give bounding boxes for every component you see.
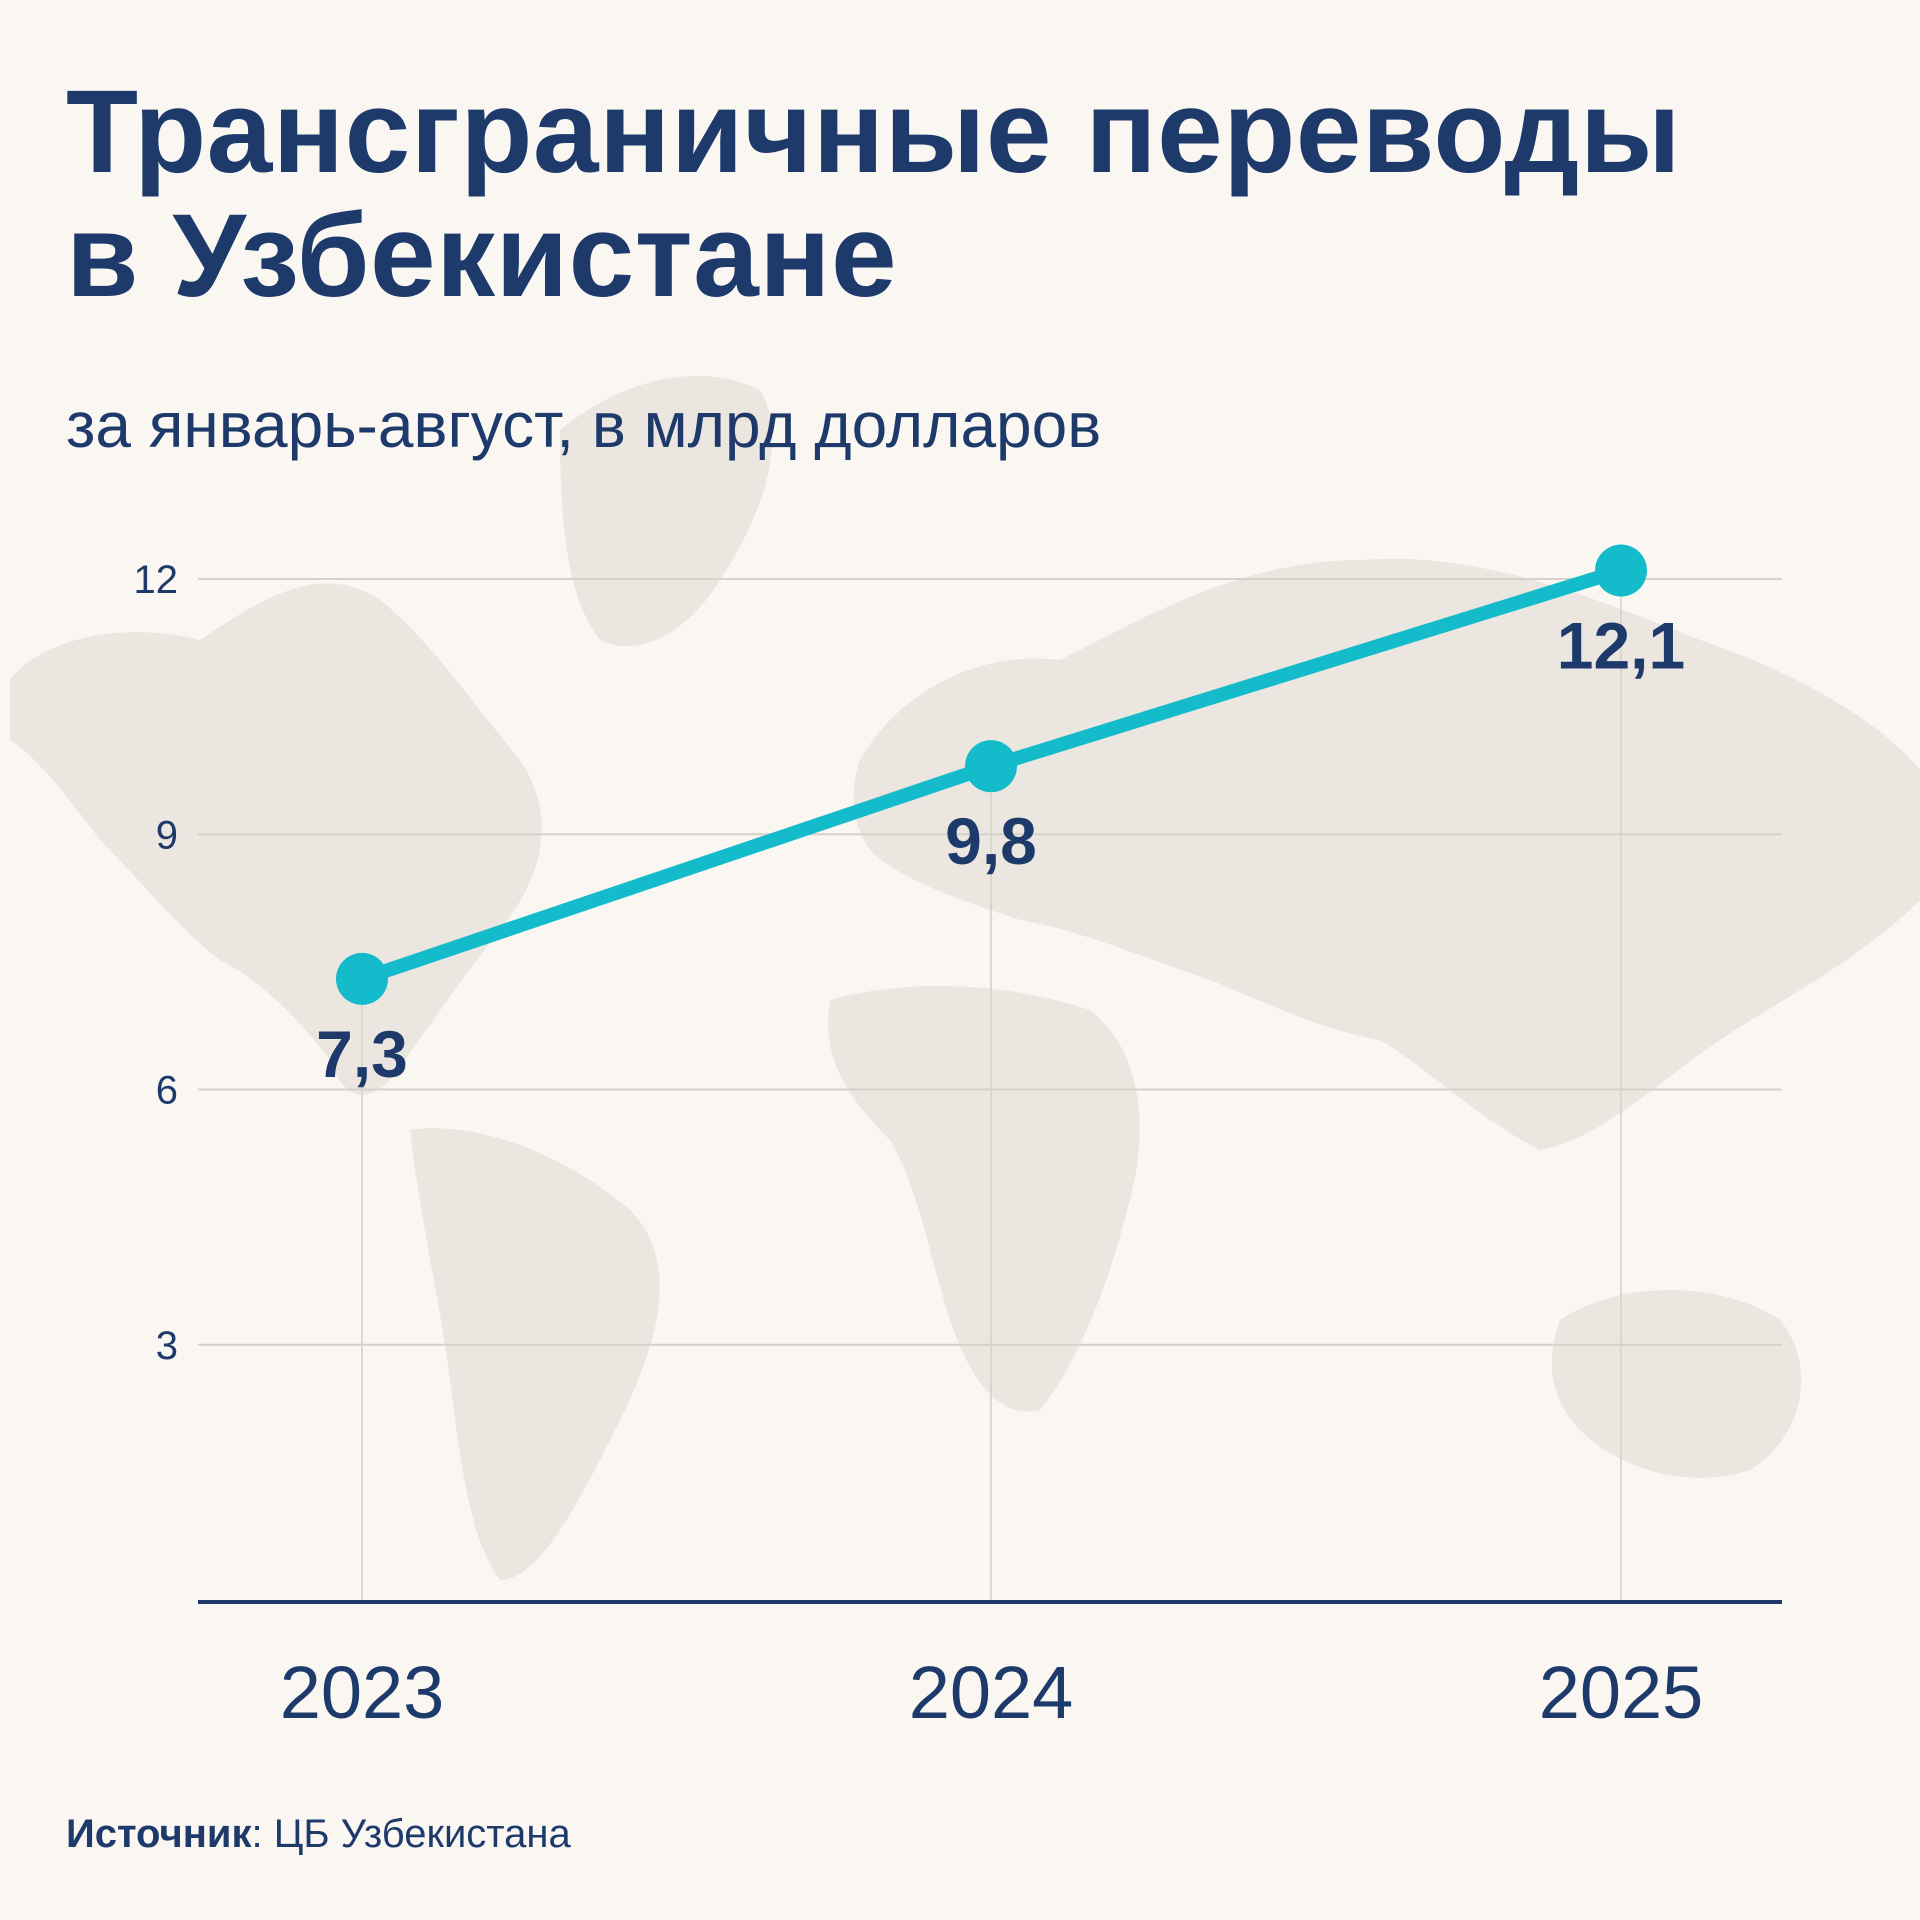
south-america-shape bbox=[410, 1128, 660, 1580]
x-tick-label: 2023 bbox=[280, 1651, 445, 1734]
title-line-2: в Узбекистане bbox=[66, 190, 898, 322]
data-label: 9,8 bbox=[945, 804, 1037, 878]
y-tick-label: 3 bbox=[156, 1324, 178, 1368]
data-points bbox=[336, 544, 1647, 1005]
africa-shape bbox=[828, 986, 1140, 1412]
x-axis-ticks: 2023 2024 2025 bbox=[280, 1651, 1704, 1734]
source-note: Источник: ЦБ Узбекистана bbox=[66, 1812, 571, 1857]
title-line-1: Трансграничные переводы bbox=[66, 66, 1682, 198]
data-label: 7,3 bbox=[316, 1017, 408, 1091]
y-axis-ticks: 3 6 9 12 bbox=[134, 558, 179, 1368]
data-labels: 7,3 9,8 12,1 bbox=[316, 608, 1685, 1090]
data-label: 12,1 bbox=[1557, 608, 1685, 682]
x-tick-label: 2024 bbox=[909, 1651, 1074, 1734]
chart-title: Трансграничные переводы в Узбекистане bbox=[66, 70, 1866, 318]
data-point bbox=[965, 740, 1017, 793]
data-point bbox=[336, 952, 388, 1005]
chart-subtitle: за январь-август, в млрд долларов bbox=[66, 389, 1102, 461]
source-text: : ЦБ Узбекистана bbox=[251, 1812, 571, 1856]
drop-lines bbox=[361, 570, 1622, 1602]
data-point bbox=[1595, 544, 1647, 597]
source-label: Источник bbox=[66, 1812, 252, 1856]
x-tick-label: 2025 bbox=[1539, 1651, 1704, 1734]
y-tick-label: 9 bbox=[156, 813, 178, 857]
australia-shape bbox=[1551, 1290, 1802, 1478]
y-tick-label: 12 bbox=[134, 558, 179, 602]
y-tick-label: 6 bbox=[156, 1069, 178, 1113]
europe-asia-shape bbox=[853, 558, 1920, 1150]
